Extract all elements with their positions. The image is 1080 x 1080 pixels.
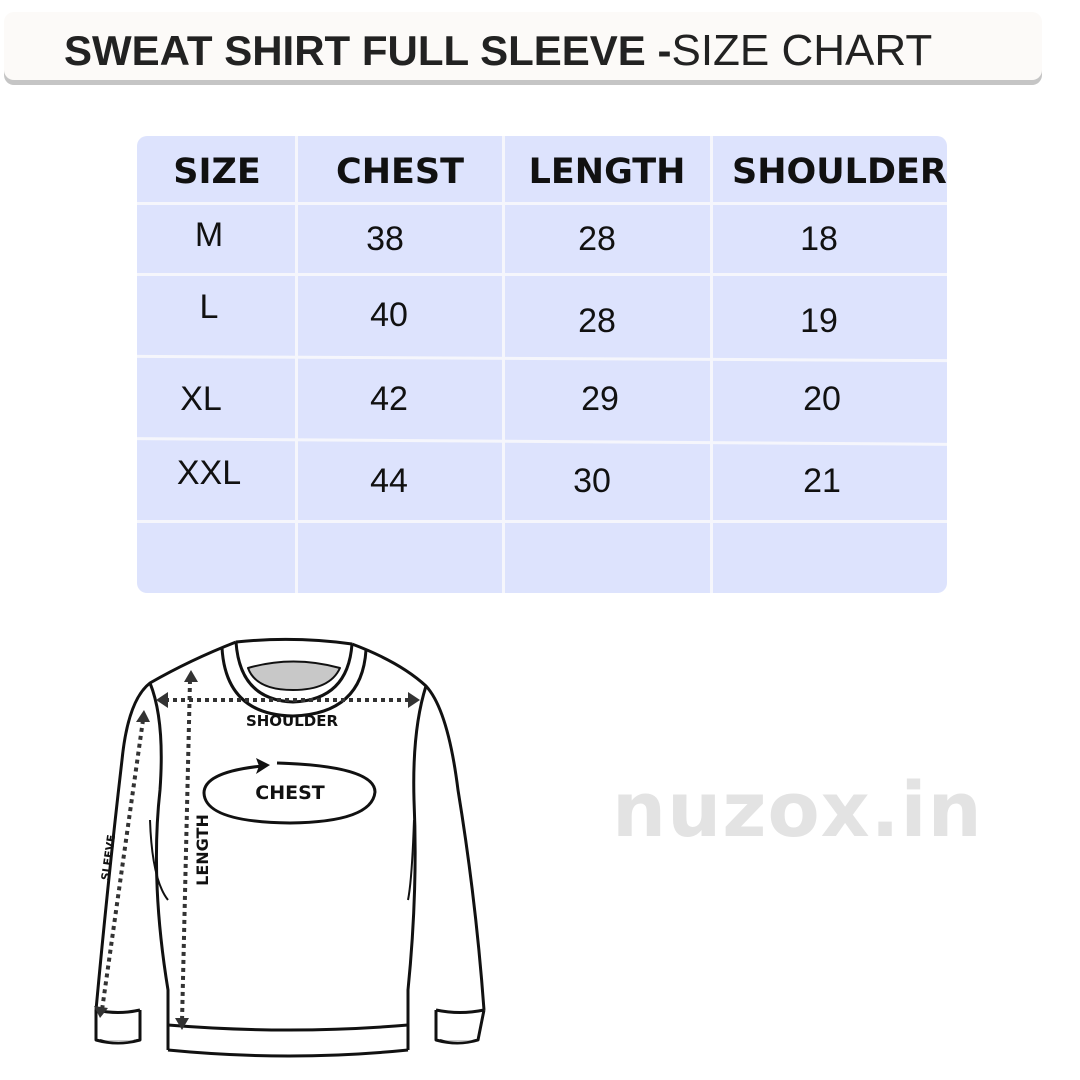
header-chest: CHEST	[336, 152, 464, 192]
measurement-lines	[100, 679, 412, 1023]
cell-shoulder: 20	[803, 380, 841, 418]
cell-chest: 38	[366, 220, 404, 258]
cell-size: XXL	[176, 454, 242, 492]
size-chart-table: SIZE CHEST LENGTH SHOULDER M 38 28 18 L …	[137, 136, 947, 593]
column-divider	[710, 136, 713, 593]
watermark: nuzox.in	[612, 765, 983, 854]
row-divider	[137, 273, 947, 276]
cell-size: L	[199, 288, 219, 326]
cell-chest: 40	[370, 296, 408, 334]
chest-loop	[202, 761, 377, 825]
arrow-down-icon	[94, 1006, 108, 1018]
row-divider	[137, 202, 947, 205]
cell-length: 29	[581, 380, 619, 418]
cell-length: 28	[578, 302, 616, 340]
sleeve-line	[100, 719, 145, 1011]
chest-label: CHEST	[255, 782, 325, 804]
page-title: SWEAT SHIRT FULL SLEEVE -SIZE CHART	[64, 26, 932, 76]
arrow-up-icon	[136, 710, 150, 722]
length-line	[180, 679, 192, 1023]
chest-arrow-icon	[256, 758, 270, 774]
header-size: SIZE	[173, 152, 261, 192]
arrow-heads	[94, 670, 420, 1030]
cell-shoulder: 19	[800, 302, 838, 340]
cell-length: 30	[573, 462, 611, 500]
length-label: LENGTH	[193, 814, 212, 886]
cell-shoulder: 21	[803, 462, 841, 500]
sweatshirt-outline	[94, 637, 486, 1058]
cell-chest: 42	[370, 380, 408, 418]
cell-size: XL	[180, 380, 222, 418]
sleeve-label: SLEEVE	[99, 834, 118, 881]
arrow-left-icon	[156, 692, 168, 708]
title-banner: SWEAT SHIRT FULL SLEEVE -SIZE CHART	[4, 12, 1042, 80]
header-length: LENGTH	[528, 152, 686, 192]
cell-shoulder: 18	[800, 220, 838, 258]
arrow-up-icon	[184, 670, 198, 682]
column-divider	[502, 136, 505, 593]
arrow-down-icon	[175, 1018, 189, 1030]
cell-length: 28	[578, 220, 616, 258]
shoulder-label: SHOULDER	[246, 712, 339, 730]
cell-size: M	[194, 216, 224, 254]
column-divider	[295, 136, 298, 593]
arrow-right-icon	[408, 692, 420, 708]
row-divider	[137, 520, 947, 523]
title-bold: SWEAT SHIRT FULL SLEEVE -	[64, 27, 672, 74]
header-shoulder: SHOULDER	[732, 152, 947, 192]
title-regular: SIZE CHART	[671, 26, 933, 75]
cell-chest: 44	[370, 462, 408, 500]
